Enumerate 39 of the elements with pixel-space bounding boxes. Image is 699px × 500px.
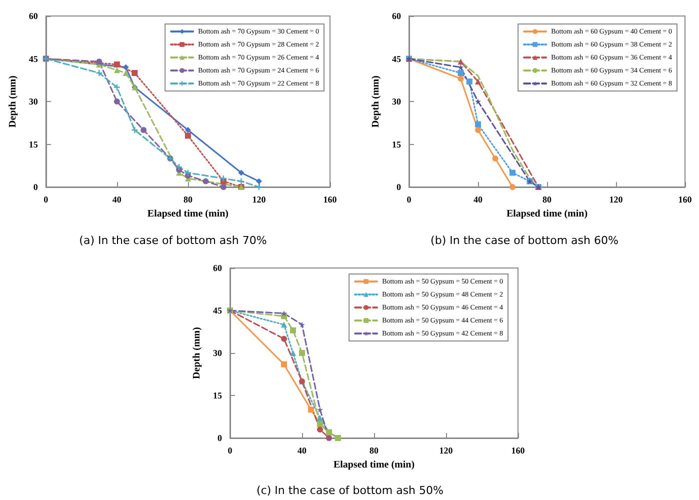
y-tick-label: 60 [28, 11, 38, 21]
y-tick-label: 30 [213, 348, 222, 358]
y-tick-label: 45 [392, 54, 402, 64]
x-tick-label: 120 [609, 194, 624, 204]
x-tick-label: 80 [370, 446, 379, 456]
x-axis-title: Elapsed time (min) [333, 459, 415, 470]
text: (a) In the case of bottom ash 70% [79, 234, 267, 247]
x-tick-label: 120 [252, 194, 266, 204]
y-tick-label: 0 [218, 433, 222, 443]
x-tick-label: 120 [439, 446, 454, 456]
x-axis-title: Elapsed time (min) [506, 208, 588, 220]
y-tick-label: 30 [28, 96, 38, 106]
x-tick-label: 0 [406, 194, 412, 204]
y-tick-label: 0 [33, 182, 38, 192]
text: (c) In the case of bottom ash 50% [256, 484, 444, 497]
x-tick-label: 0 [228, 446, 233, 456]
x-tick-label: 40 [112, 194, 122, 204]
y-axis-title: Depth (mm) [8, 76, 18, 128]
y-axis-title: Depth (mm) [192, 327, 203, 379]
y-tick-label: 15 [28, 139, 38, 150]
y-axis-title: Depth (mm) [370, 76, 382, 128]
y-tick-label: 60 [392, 11, 402, 21]
x-tick-label: 40 [474, 194, 483, 204]
x-tick-label: 160 [511, 446, 526, 456]
text: (b) In the case of bottom ash 60% [430, 234, 618, 247]
y-tick-label: 0 [396, 182, 402, 192]
y-tick-label: 60 [213, 263, 222, 273]
y-tick-label: 45 [213, 306, 222, 316]
x-tick-label: 80 [542, 194, 552, 204]
x-tick-label: 40 [298, 446, 307, 456]
x-tick-label: 0 [44, 194, 49, 204]
y-tick-label: 45 [28, 54, 38, 64]
x-tick-label: 80 [183, 194, 193, 204]
x-tick-label: 160 [678, 194, 692, 204]
x-axis-title: Elapsed time (min) [147, 208, 229, 220]
y-tick-label: 15 [213, 390, 222, 400]
y-tick-label: 15 [392, 139, 402, 150]
y-tick-label: 30 [392, 96, 402, 106]
x-tick-label: 160 [323, 194, 338, 204]
